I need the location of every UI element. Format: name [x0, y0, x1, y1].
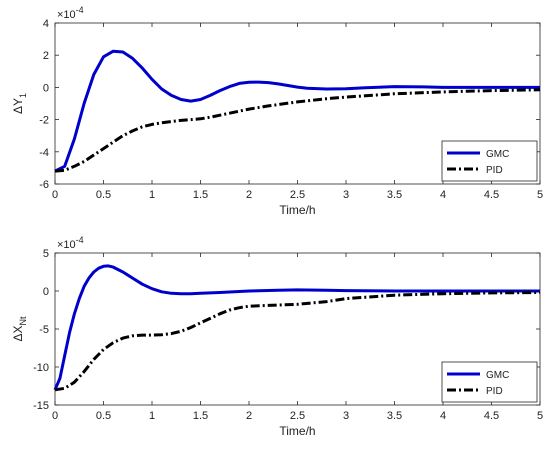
x-tick-label: 5	[537, 189, 543, 201]
x-tick-label: 2	[246, 189, 252, 201]
y-tick-label: 2	[43, 50, 49, 62]
y-tick-label: 0	[43, 82, 49, 94]
x-tick-label: 4.5	[484, 410, 499, 422]
x-tick-label: 4	[440, 189, 446, 201]
y-tick-label: -6	[39, 179, 49, 191]
series-line-pid	[54, 88, 541, 173]
y-tick-label: -4	[39, 147, 49, 159]
x-tick-label: 0	[52, 189, 58, 201]
x-tick-label: 2.5	[290, 189, 305, 201]
chart-top: 0 0.5 1 1.5 2 2.5 3 3.5 4 4.5 5 -6 -4 -2 0 2 4 ×10-4 Time/…	[11, 5, 543, 217]
legend-box	[441, 361, 538, 403]
x-tick-label: 0.5	[96, 189, 111, 201]
x-axis-label: Time/h	[279, 424, 315, 438]
y-tick-label: -10	[33, 362, 49, 374]
y-tick-label: 4	[43, 18, 49, 30]
y-multiplier: ×10-4	[57, 5, 84, 21]
x-axis-label: Time/h	[279, 203, 315, 217]
x-tick-label: 3	[343, 410, 349, 422]
x-tick-label: 0	[52, 410, 58, 422]
x-tick-label: 1.5	[193, 410, 208, 422]
x-tick-label: 1	[149, 410, 155, 422]
series-line-gmc	[53, 264, 540, 391]
legend-label-pid: PID	[486, 165, 503, 176]
y-tick-label: 5	[43, 248, 49, 260]
x-tick-label: 4.5	[484, 189, 499, 201]
x-tick-label: 3	[343, 189, 349, 201]
legend-box	[441, 140, 538, 182]
series-line-gmc	[54, 49, 540, 173]
legend-label-gmc: GMC	[486, 149, 509, 160]
y-axis-label: ΔXNt	[11, 316, 28, 342]
y-tick-label: -2	[39, 115, 49, 127]
y-tick-label: -5	[39, 324, 49, 336]
x-tick-label: 0.5	[96, 410, 111, 422]
x-tick-label: 3.5	[387, 410, 402, 422]
y-multiplier: ×10-4	[57, 235, 84, 251]
y-tick-label: 0	[43, 286, 49, 298]
y-axis-label: ΔY1	[11, 93, 28, 114]
legend-label-pid: PID	[486, 386, 503, 397]
x-tick-label: 4	[440, 410, 446, 422]
x-tick-label: 2	[246, 410, 252, 422]
y-tick-label: -15	[33, 400, 49, 412]
x-tick-label: 1.5	[193, 189, 208, 201]
legend-label-gmc: GMC	[486, 370, 509, 381]
series-line-pid	[54, 291, 541, 392]
x-tick-label: 2.5	[290, 410, 305, 422]
x-tick-label: 1	[149, 189, 155, 201]
x-tick-label: 3.5	[387, 189, 402, 201]
chart-bottom: 0 0.5 1 1.5 2 2.5 3 3.5 4 4.5 5 -15 -10 -5 0 5 ×10-4 Time…	[11, 235, 543, 438]
x-tick-label: 5	[537, 410, 543, 422]
